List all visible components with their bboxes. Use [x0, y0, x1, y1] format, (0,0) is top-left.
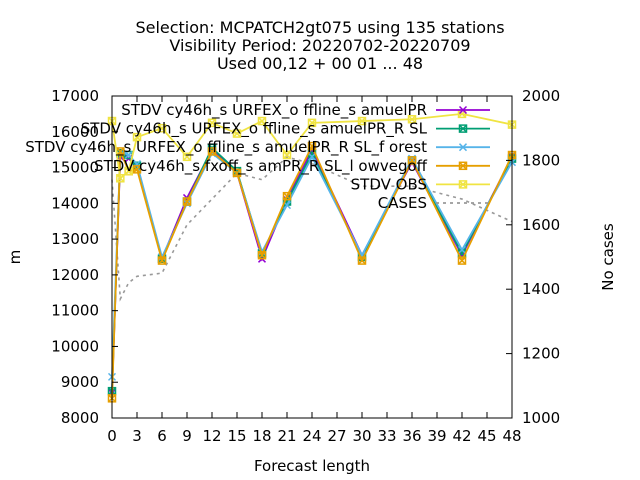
x-tick-label: 0 — [107, 427, 117, 445]
data-point — [157, 256, 167, 265]
x-tick-label: 24 — [302, 427, 321, 445]
series-line — [111, 147, 513, 393]
data-point — [457, 256, 467, 265]
x-tick-label: 27 — [327, 427, 346, 445]
data-point — [357, 116, 367, 126]
series-1 — [107, 143, 517, 396]
data-point — [407, 156, 417, 165]
x-tick-label: 6 — [157, 427, 167, 445]
series-group — [107, 109, 517, 403]
x-tick-label: 36 — [402, 427, 421, 445]
x-tick-label: 18 — [252, 427, 271, 445]
x-tick-label: 12 — [202, 427, 221, 445]
chart-title-line-1: Visibility Period: 20220702-20220709 — [169, 36, 470, 55]
x-tick-label: 3 — [132, 427, 142, 445]
legend-item: CASES — [378, 194, 490, 212]
y2-tick-label: 1600 — [522, 216, 560, 234]
y2-tick-label: 1000 — [522, 409, 560, 427]
y-tick-label: 14000 — [51, 194, 99, 212]
chart-title: Selection: MCPATCH2gt075 using 135 stati… — [135, 18, 504, 73]
y-tick-label: 17000 — [51, 87, 99, 105]
data-point — [132, 132, 142, 142]
x-tick-label: 30 — [352, 427, 371, 445]
series-2 — [107, 147, 517, 381]
legend-label: CASES — [378, 194, 427, 212]
legend-label: STDV cy46h_s URFEX_o ffline_s amuelPR_R … — [81, 120, 428, 139]
x-tick-label: 15 — [227, 427, 246, 445]
series-line — [111, 156, 513, 302]
chart-title-line-0: Selection: MCPATCH2gt075 using 135 stati… — [135, 18, 504, 37]
y2-tick-label: 1400 — [522, 280, 560, 298]
x-tick-label: 42 — [452, 427, 471, 445]
y-axis-label: m — [6, 250, 24, 265]
data-point — [307, 152, 317, 161]
data-point — [282, 150, 292, 160]
legend: STDV cy46h_s URFEX_o ffline_s amuelPRSTD… — [25, 101, 490, 212]
legend-sample-marker — [458, 180, 468, 189]
x-tick-label: 21 — [277, 427, 296, 445]
legend-sample-marker — [458, 143, 468, 152]
legend-label: STDV cy46h_s fxoff_s amPR_R SL_l owvegof… — [94, 157, 428, 176]
chart-title-line-2: Used 00,12 + 00 01 ... 48 — [217, 54, 423, 73]
x-tick-label: 45 — [477, 427, 496, 445]
data-point — [282, 191, 292, 201]
data-point — [307, 141, 317, 151]
data-point — [207, 147, 217, 156]
axis-ticks: 0 3 6 9 12 15 18 21 24 27 30 33 36 39 42 45 488000900010… — [51, 87, 560, 445]
y-tick-label: 16000 — [51, 123, 99, 141]
y-tick-label: 12000 — [51, 266, 99, 284]
x-tick-label: 9 — [182, 427, 192, 445]
series-5 — [111, 156, 513, 302]
data-point — [207, 118, 217, 128]
y-tick-label: 15000 — [51, 159, 99, 177]
legend-label: STDV cy46h_s URFEX_o ffline_s amuelPR_R … — [25, 138, 427, 157]
data-point — [457, 245, 467, 254]
y2-tick-label: 2000 — [522, 87, 560, 105]
legend-sample-marker — [458, 105, 468, 115]
x-tick-label: 33 — [377, 427, 396, 445]
data-point — [257, 116, 267, 126]
y2-tick-label: 1200 — [522, 345, 560, 363]
y-tick-label: 13000 — [51, 230, 99, 248]
data-point — [182, 197, 192, 206]
data-point — [116, 174, 125, 183]
legend-label: STDV OBS — [351, 175, 427, 193]
data-point — [407, 115, 417, 124]
legend-item: STDV cy46h_s URFEX_o ffline_s amuelPR_R … — [25, 138, 490, 157]
y-tick-label: 8000 — [61, 409, 99, 427]
data-point — [257, 250, 267, 260]
legend-label: STDV cy46h_s URFEX_o ffline_s amuelPR — [121, 101, 427, 120]
x-axis-label: Forecast length — [254, 457, 370, 475]
x-tick-label: 48 — [502, 427, 521, 445]
y-tick-label: 11000 — [51, 302, 99, 320]
data-point — [124, 151, 133, 160]
data-point — [232, 129, 242, 138]
data-point — [307, 118, 317, 128]
data-point — [357, 256, 367, 265]
y2-tick-label: 1800 — [522, 151, 560, 169]
legend-sample-marker — [458, 161, 468, 171]
series-3 — [107, 141, 517, 403]
legend-item: STDV cy46h_s URFEX_o ffline_s amuelPR — [121, 101, 490, 120]
data-point — [232, 168, 242, 178]
legend-item: STDV cy46h_s fxoff_s amPR_R SL_l owvegof… — [94, 157, 490, 176]
legend-item: STDV cy46h_s URFEX_o ffline_s amuelPR_R … — [81, 120, 490, 139]
data-point — [124, 166, 133, 176]
data-point — [182, 152, 192, 162]
legend-sample-marker — [458, 124, 468, 133]
data-point — [132, 165, 142, 174]
y2-axis-label: No cases — [599, 223, 617, 291]
legend-item: STDV OBS — [351, 175, 490, 193]
x-tick-label: 39 — [427, 427, 446, 445]
data-point — [157, 123, 167, 133]
y-tick-label: 10000 — [51, 337, 99, 355]
y-tick-label: 9000 — [61, 373, 99, 391]
